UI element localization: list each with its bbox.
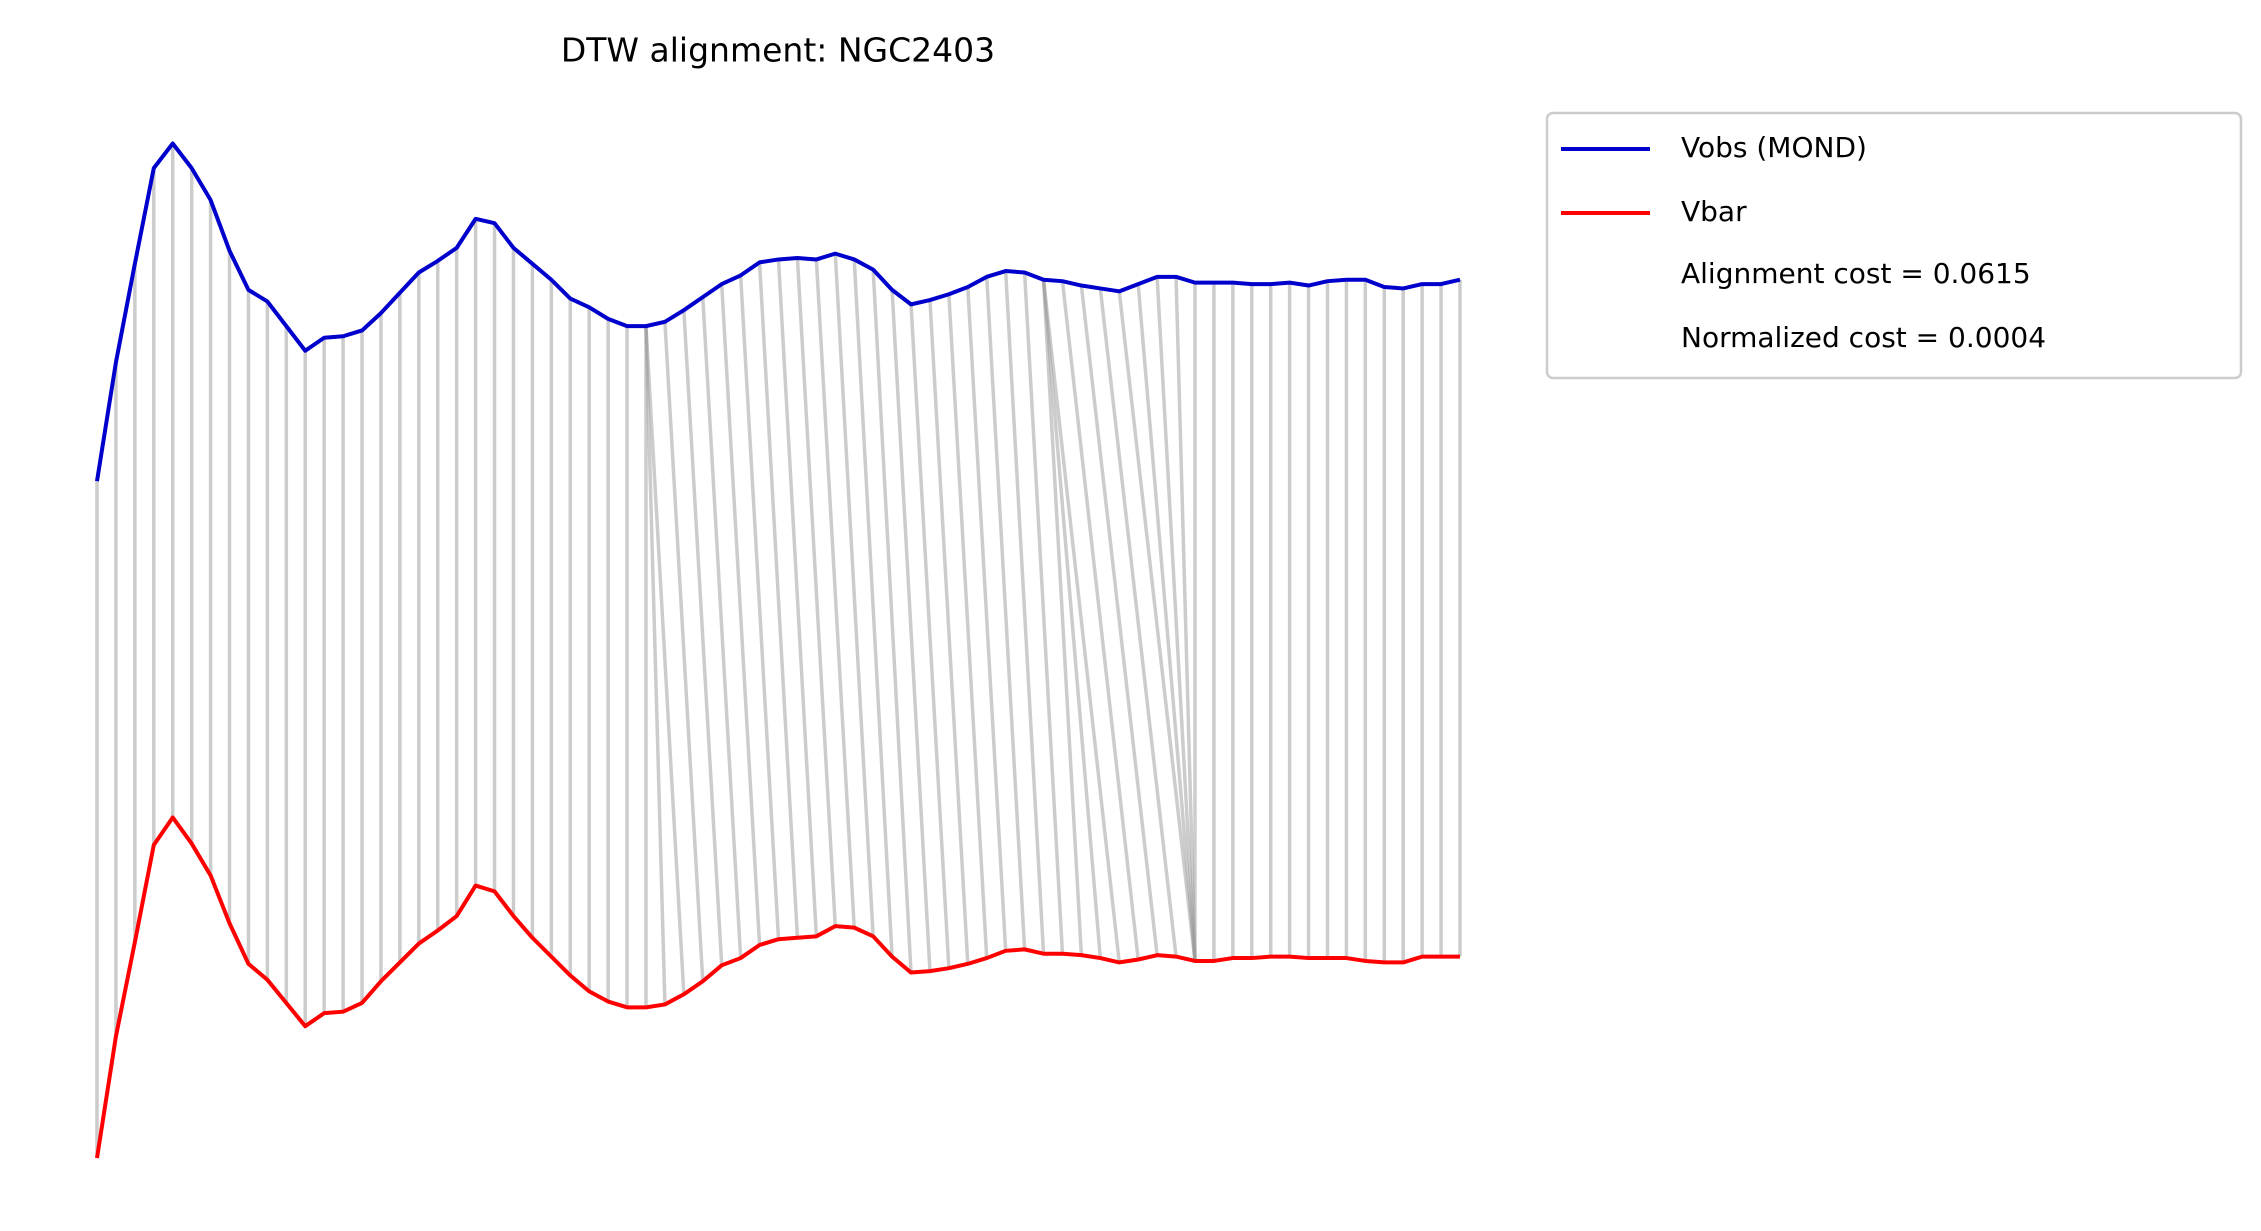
alignment-line — [795, 257, 838, 927]
legend-box — [1545, 111, 2243, 380]
alignment-line — [644, 326, 667, 1005]
alignment-line — [1117, 291, 1197, 962]
alignment-line — [852, 259, 894, 957]
alignment-line — [1155, 276, 1197, 962]
series-line — [95, 815, 1460, 1159]
alignment-line — [1041, 279, 1121, 963]
alignment-line — [1041, 279, 1103, 959]
alignment-line — [1041, 279, 1084, 956]
alignment-line — [890, 289, 932, 972]
alignment-line — [701, 297, 743, 959]
alignment-line — [947, 294, 989, 959]
legend-label: Vbar — [1681, 195, 1747, 228]
alignment-line — [757, 262, 800, 938]
alignment-line — [966, 286, 1008, 951]
alignment-line — [871, 269, 913, 973]
alignment-line — [1003, 270, 1046, 954]
alignment-line — [719, 283, 762, 946]
alignment-line — [1079, 285, 1159, 956]
chart-title: DTW alignment: NGC2403 — [561, 31, 995, 70]
alignment-line — [1136, 283, 1197, 962]
alignment-line — [1022, 272, 1065, 954]
alignment-line — [1174, 276, 1197, 962]
alignment-line — [738, 275, 781, 940]
alignment-line — [814, 259, 856, 928]
alignment-line — [833, 253, 875, 937]
alignment-line — [928, 299, 970, 964]
alignment-line — [776, 259, 819, 937]
legend-annotation: Alignment cost = 0.0615 — [1681, 257, 2031, 290]
alignment-line — [984, 276, 1027, 950]
alignment-line — [682, 310, 724, 966]
alignment-line — [1098, 288, 1178, 957]
series-line — [95, 141, 1461, 482]
alignment-line — [909, 304, 951, 969]
alignment-line — [663, 321, 705, 982]
alignment-line — [1060, 280, 1140, 960]
alignment-line — [644, 326, 686, 995]
legend-annotation: Normalized cost = 0.0004 — [1681, 321, 2046, 354]
legend-label: Vobs (MOND) — [1681, 131, 1867, 164]
